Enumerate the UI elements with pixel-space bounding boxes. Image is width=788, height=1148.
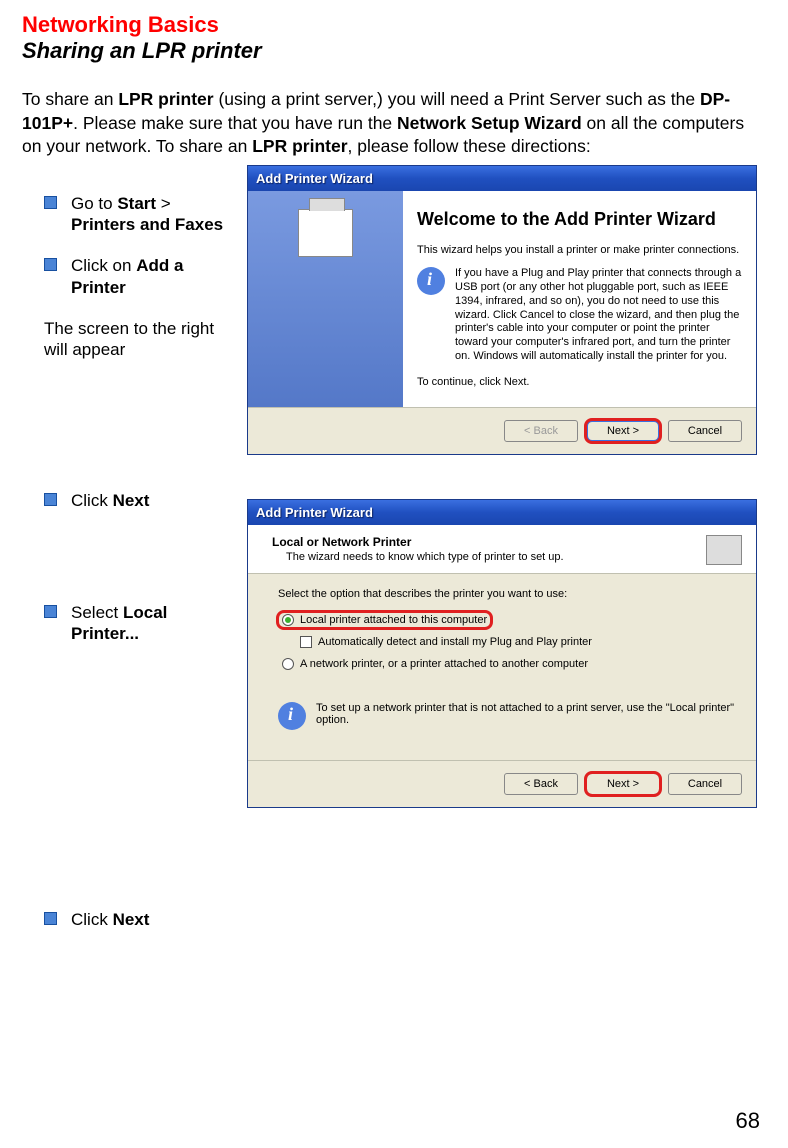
bullet-icon	[44, 258, 57, 271]
bullet-bold: Printers and Faxes	[71, 215, 223, 234]
info-icon	[278, 702, 306, 730]
wizard-text: This wizard helps you install a printer …	[417, 244, 742, 258]
wizard-titlebar: Add Printer Wizard	[248, 500, 756, 525]
heading-sub: Sharing an LPR printer	[22, 38, 766, 64]
wizard-info-text: If you have a Plug and Play printer that…	[455, 267, 742, 363]
wizard-footer: < Back Next > Cancel	[248, 760, 756, 807]
intro-bold: LPR printer	[118, 89, 213, 109]
wizard-subheader: Local or Network Printer The wizard need…	[248, 525, 756, 574]
wizard-titlebar: Add Printer Wizard	[248, 166, 756, 191]
wizard-subdesc: The wizard needs to know which type of p…	[286, 551, 564, 563]
bullet-text: Click	[71, 910, 113, 929]
bullet-text: Go to	[71, 194, 117, 213]
note-text: The screen to the right will appear	[44, 318, 237, 361]
wizard-sidebar	[248, 191, 403, 407]
radio-icon	[282, 658, 294, 670]
printer-icon	[706, 535, 742, 565]
option-label: A network printer, or a printer attached…	[300, 658, 588, 670]
cancel-button[interactable]: Cancel	[668, 773, 742, 795]
wizard-subtitle: Local or Network Printer	[272, 535, 564, 549]
bullet-bold: Start	[117, 194, 156, 213]
intro-bold: LPR printer	[252, 136, 347, 156]
bullet-next-2: Click Next	[44, 909, 237, 930]
wizard-1: Add Printer Wizard Welcome to the Add Pr…	[247, 165, 757, 455]
bullet-next-1: Click Next	[44, 490, 237, 511]
intro-text: , please follow these directions:	[348, 136, 591, 156]
bullet-start: Go to Start > Printers and Faxes	[44, 193, 237, 236]
bullet-icon	[44, 912, 57, 925]
bullet-text: >	[156, 194, 171, 213]
option-label: Automatically detect and install my Plug…	[318, 636, 592, 648]
option-network-printer[interactable]: A network printer, or a printer attached…	[278, 656, 736, 672]
page-number: 68	[736, 1108, 760, 1134]
wizard-2: Add Printer Wizard Local or Network Prin…	[247, 499, 757, 808]
bullet-add-printer: Click on Add a Printer	[44, 255, 237, 298]
bullet-select-local: Select Local Printer...	[44, 602, 237, 645]
back-button[interactable]: < Back	[504, 773, 578, 795]
wizard-note: To set up a network printer that is not …	[316, 702, 736, 726]
heading-red: Networking Basics	[22, 12, 766, 38]
next-button[interactable]: Next >	[586, 773, 660, 795]
cancel-button[interactable]: Cancel	[668, 420, 742, 442]
back-button[interactable]: < Back	[504, 420, 578, 442]
radio-icon	[282, 614, 294, 626]
info-icon	[417, 267, 445, 295]
intro-text: To share an	[22, 89, 118, 109]
next-button[interactable]: Next >	[586, 420, 660, 442]
bullet-icon	[44, 196, 57, 209]
bullet-text: Select	[71, 603, 123, 622]
wizard-text: To continue, click Next.	[417, 376, 742, 390]
bullet-text: Click	[71, 491, 113, 510]
intro-text: (using a print server,) you will need a …	[214, 89, 700, 109]
wizard-footer: < Back Next > Cancel	[248, 407, 756, 454]
bullet-text: Click on	[71, 256, 136, 275]
option-label: Local printer attached to this computer	[300, 614, 487, 626]
bullet-bold: Next	[113, 910, 150, 929]
option-local-printer[interactable]: Local printer attached to this computer	[278, 612, 491, 628]
bullet-icon	[44, 493, 57, 506]
wizard-heading: Welcome to the Add Printer Wizard	[417, 209, 742, 230]
bullet-icon	[44, 605, 57, 618]
printer-icon	[298, 209, 353, 257]
intro-paragraph: To share an LPR printer (using a print s…	[22, 88, 766, 159]
bullet-bold: Next	[113, 491, 150, 510]
checkbox-icon	[300, 636, 312, 648]
intro-text: . Please make sure that you have run the	[73, 113, 397, 133]
intro-bold: Network Setup Wizard	[397, 113, 582, 133]
checkbox-autodetect[interactable]: Automatically detect and install my Plug…	[296, 634, 736, 650]
wizard-prompt: Select the option that describes the pri…	[278, 588, 736, 600]
